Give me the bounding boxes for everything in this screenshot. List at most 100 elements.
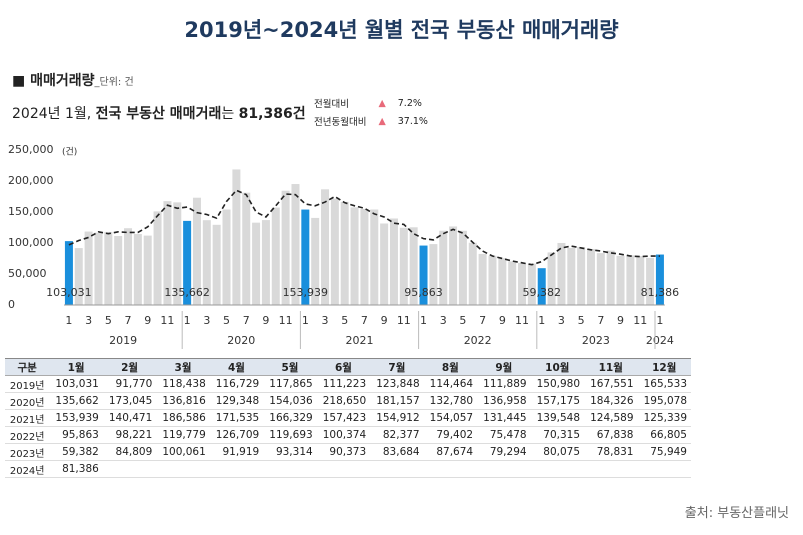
year-label: 2022 [464,334,492,347]
header-cell: 9월 [477,358,531,376]
bar [350,207,359,305]
x-tick-label: 1 [302,314,309,327]
table-cell: 173,045 [102,392,157,410]
table-cell: 111,889 [477,375,531,393]
table-cell [370,460,424,478]
table-row: 2024년 81,386 [5,460,691,478]
bar [370,209,379,305]
table-cell: 83,684 [370,443,424,461]
bar [340,201,349,305]
table-cell: 118,438 [156,375,210,393]
bar [655,254,664,305]
comparison-row: 전년동월대비 ▲ 37.1% [308,112,434,130]
x-tick-label: 1 [420,314,427,327]
bar [439,230,448,305]
header-cell: 1월 [49,358,103,376]
bar [94,232,103,305]
table-cell: 154,912 [370,409,424,427]
bar [626,255,635,305]
x-tick-label: 11 [160,314,174,327]
x-tick-label: 5 [459,314,466,327]
table-row: 2022년 95,863 98,221 119,779 126,709 119,693 10… [5,426,691,444]
table-row: 2019년 103,031 91,770 118,438 116,729 117,865 1… [5,375,691,393]
table-cell [102,460,157,478]
bar [547,252,556,305]
bar [458,230,467,305]
x-tick-label: 3 [322,314,329,327]
x-tick-label: 11 [515,314,529,327]
table-cell: 66,805 [637,426,691,444]
table-cell: 100,061 [156,443,210,461]
table-cell: 125,339 [637,409,691,427]
value-label: 59,382 [522,286,561,299]
data-table: 구분 1월 2월 3월 4월 5월 6월 7월 8월 9월 10월 11월 12월 2019년 103,03… [5,358,691,478]
year-label: 2024 [646,334,674,347]
header-cell: 6월 [316,358,371,376]
table-row: 2020년 135,662 173,045 136,816 129,348 154,036… [5,392,691,410]
table-cell: 153,939 [49,409,103,427]
table-cell: 2021년 [5,409,50,427]
bar [399,227,408,305]
bar [104,231,113,305]
bar [64,241,73,305]
x-tick-label: 7 [361,314,368,327]
year-label: 2020 [227,334,255,347]
bar [449,226,458,305]
bar [124,228,133,305]
y-tick-label: 0 [8,298,15,311]
header-cell: 구분 [5,358,50,376]
x-tick-label: 9 [617,314,624,327]
table-cell: 126,709 [209,426,264,444]
value-label: 95,863 [404,286,443,299]
table-cell: 2020년 [5,392,50,410]
table-cell: 79,294 [477,443,531,461]
table-cell: 140,471 [102,409,157,427]
table-cell: 165,533 [637,375,691,393]
table-cell: 103,031 [49,375,103,393]
table-cell: 184,326 [584,392,638,410]
bar [133,234,142,305]
table-cell: 119,693 [263,426,317,444]
bar [488,255,497,305]
y-tick-label: 200,000 [8,174,54,187]
bar [232,169,241,305]
table-cell: 98,221 [102,426,157,444]
y-tick-label: 250,000 [8,143,54,156]
table-cell: 93,314 [263,443,317,461]
table-cell [477,460,531,478]
x-tick-label: 7 [243,314,250,327]
x-tick-label: 3 [203,314,210,327]
value: 7.2% [397,97,422,109]
table-cell: 84,809 [102,443,157,461]
bar [636,256,645,305]
table-cell: 95,863 [49,426,103,444]
header-cell: 7월 [370,358,424,376]
headline-part: 전국 부동산 매매거래 [95,106,222,122]
table-cell: 79,402 [423,426,478,444]
bar [330,198,339,305]
x-tick-label: 9 [144,314,151,327]
table-cell: 171,535 [209,409,264,427]
table-cell: 59,382 [49,443,103,461]
table-cell: 157,175 [530,392,585,410]
value-label: 81,386 [641,286,680,299]
table-cell: 124,589 [584,409,638,427]
value: 37.1% [397,115,428,127]
table-cell [423,460,478,478]
header-row: 구분 1월 2월 3월 4월 5월 6월 7월 8월 9월 10월 11월 12월 [5,358,691,376]
header-cell: 11월 [584,358,638,376]
x-tick-label: 3 [558,314,565,327]
bar [281,190,290,305]
bar [380,223,389,305]
bar [537,268,546,305]
bar [261,220,270,305]
x-tick-label: 1 [656,314,663,327]
table-cell: 116,729 [209,375,264,393]
bar [143,235,152,305]
table-cell: 123,848 [370,375,424,393]
year-label: 2019 [109,334,137,347]
bar [527,263,536,305]
bar [429,244,438,305]
bar [192,197,201,305]
